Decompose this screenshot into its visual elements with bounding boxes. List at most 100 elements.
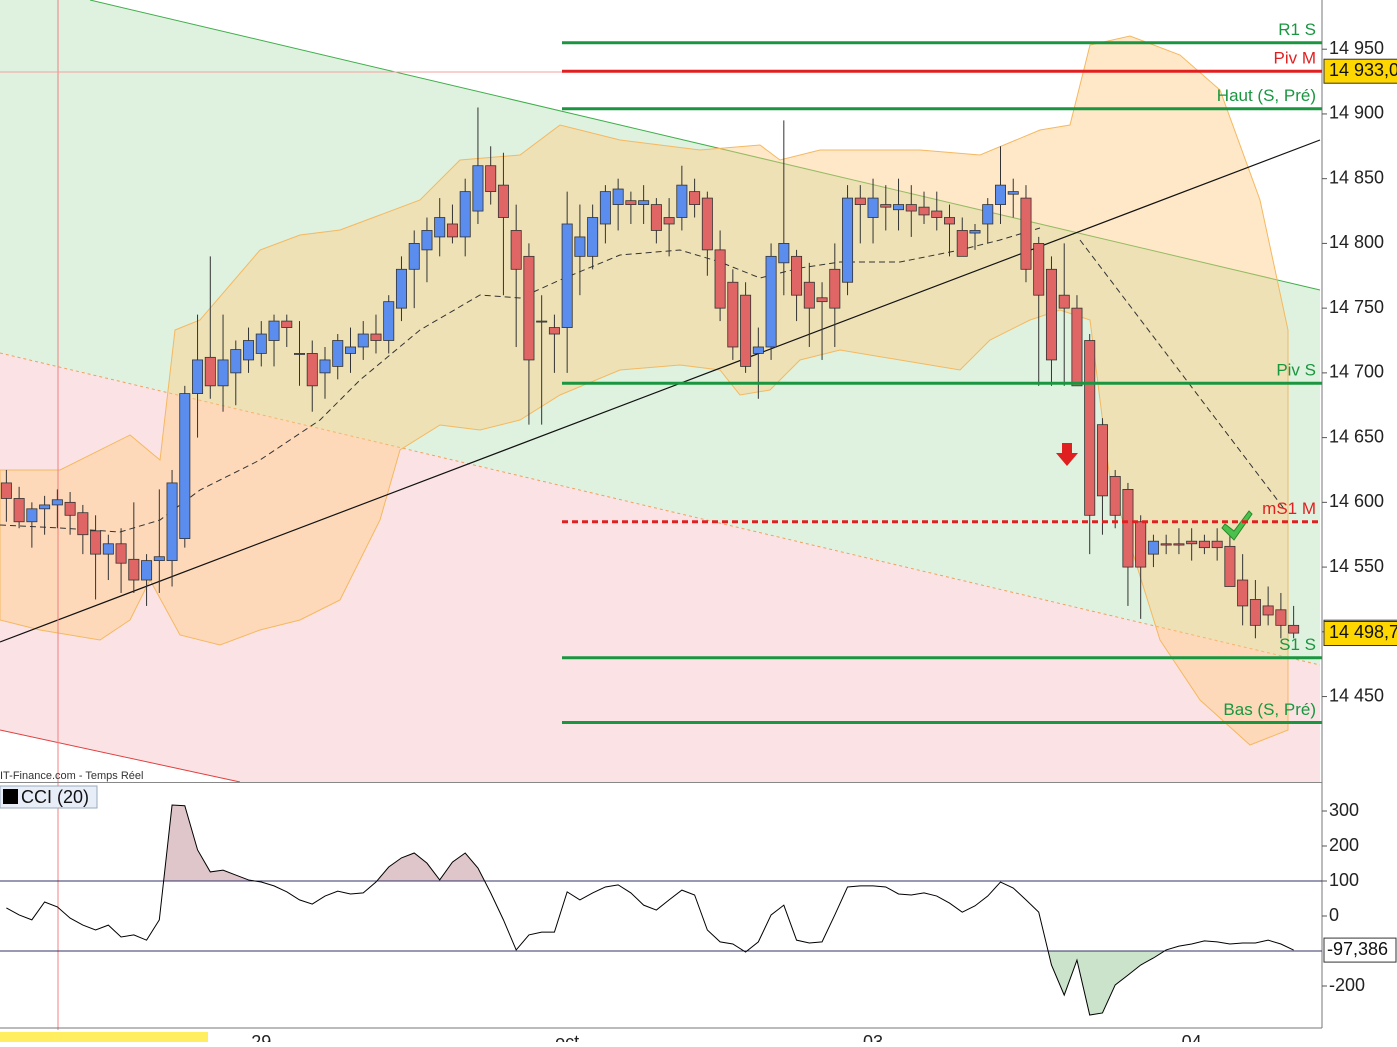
value-tag (1323, 937, 1397, 963)
y-tick-label: 14 750 (1329, 297, 1384, 317)
candle-body (650, 204, 662, 231)
candle-body (166, 482, 178, 562)
candle-body (1020, 197, 1032, 270)
check-icon (1221, 510, 1253, 541)
candle-body (791, 255, 803, 296)
green-channel (0, 0, 1320, 665)
y-tick-label: 200 (1329, 835, 1359, 855)
cci-line (6, 804, 1294, 1016)
level-label: Piv M (1274, 49, 1317, 68)
candle-body (217, 359, 229, 387)
candle-body (714, 249, 726, 309)
cci-panel: -200 0 100 200 300 -97,386 CCI (20) (0, 785, 1397, 1016)
candle-body (344, 346, 356, 354)
candle-body (867, 197, 879, 218)
x-tick-label: 29 (251, 1032, 271, 1042)
candle-body (90, 530, 102, 555)
candle-body (727, 281, 739, 348)
candles (0, 107, 1300, 639)
candle-body (459, 191, 471, 238)
legend-label: CCI (20) (21, 787, 89, 807)
candle-body (905, 204, 917, 212)
candle-body (51, 499, 63, 506)
candle-body (1237, 579, 1249, 607)
candle-body (880, 204, 892, 208)
candle-body (1084, 340, 1096, 516)
candle-body (765, 255, 777, 348)
y-tick-label: 14 950 (1329, 38, 1384, 58)
candle-body (803, 281, 815, 309)
candle-body (192, 359, 204, 394)
candle-body (778, 243, 790, 264)
channel-line (89, 0, 1321, 291)
candle-body (357, 333, 369, 348)
candle-body (574, 236, 586, 257)
candle-body (472, 165, 484, 212)
candle-body (408, 243, 420, 270)
candle-body (294, 353, 306, 355)
candle-body (77, 512, 89, 536)
candle-body (1147, 540, 1159, 555)
sell-arrow (1056, 443, 1078, 466)
candle-body (944, 217, 956, 225)
x-tick-label: 03 (863, 1032, 883, 1042)
candle-body (141, 560, 153, 581)
x-tick-label: 04 (1182, 1032, 1202, 1042)
candle-body (1045, 268, 1057, 361)
candle-body (816, 297, 828, 303)
channel-line (0, 352, 1321, 666)
candle-body (306, 353, 318, 387)
candle-body (982, 204, 994, 225)
candle-body (1262, 605, 1274, 616)
candle-body (1224, 545, 1236, 587)
candle-body (1288, 624, 1300, 634)
candle-body (548, 327, 560, 335)
candle-body (243, 340, 255, 361)
candle-body (102, 543, 114, 555)
candle-body (1186, 540, 1198, 545)
candle-body (230, 349, 242, 374)
candle-body (319, 359, 331, 374)
candle-body (701, 197, 713, 251)
panel-divider (0, 782, 1322, 783)
candle-body (268, 320, 280, 341)
legend-swatch (3, 789, 18, 804)
candle-body (829, 268, 841, 309)
channel-line (0, 729, 241, 783)
candle-body (1173, 543, 1185, 546)
candle-body (638, 200, 650, 205)
y-tick-label: 100 (1329, 870, 1359, 890)
candle-body (854, 197, 866, 205)
bollinger-band (0, 35, 1289, 746)
candle-body (740, 294, 752, 367)
candle-body (969, 230, 981, 234)
candle-body (128, 558, 140, 581)
candle-body (1211, 540, 1223, 549)
candle-body (39, 504, 51, 510)
candle-body (255, 333, 267, 354)
candle-body (434, 217, 446, 238)
candle-body (842, 197, 854, 283)
moving-average (0, 227, 1041, 533)
candle-body (1033, 243, 1045, 296)
level-label: S1 S (1279, 635, 1316, 654)
date-box (0, 1032, 208, 1044)
y-tick-label: 14 900 (1329, 103, 1384, 123)
level-label: Bas (S, Pré) (1223, 700, 1316, 719)
trend-line (0, 139, 1321, 643)
candle-body (1071, 307, 1083, 387)
candle-body (0, 482, 12, 499)
value-tag-label: -97,386 (1327, 939, 1388, 959)
candle-body (1096, 424, 1108, 497)
candle-body (536, 320, 548, 323)
candle-body (587, 217, 599, 257)
candle-body (523, 255, 535, 361)
y-tick-label: -200 (1329, 975, 1365, 995)
candle-body (497, 184, 509, 218)
legend-box (0, 785, 98, 809)
candle-body (1058, 294, 1070, 309)
candle-body (446, 223, 458, 238)
candle-body (421, 230, 433, 251)
y-tick-label: 14 700 (1329, 362, 1384, 382)
